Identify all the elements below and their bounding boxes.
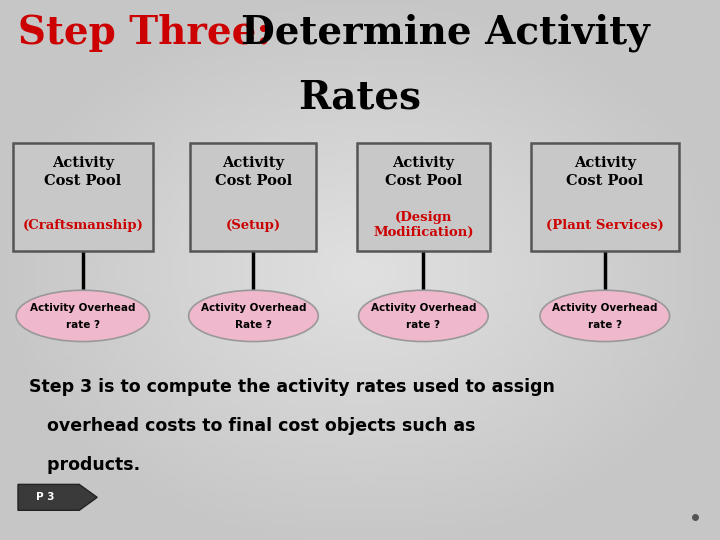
Text: Rate ?: Rate ?: [235, 320, 272, 329]
Text: (Setup): (Setup): [226, 219, 281, 232]
Text: P 3: P 3: [36, 492, 55, 502]
Text: Activity Overhead: Activity Overhead: [371, 303, 476, 313]
Text: (Design
Modification): (Design Modification): [373, 211, 474, 239]
Polygon shape: [18, 484, 97, 510]
Text: Activity
Cost Pool: Activity Cost Pool: [44, 157, 122, 188]
FancyBboxPatch shape: [356, 143, 490, 251]
FancyBboxPatch shape: [531, 143, 678, 251]
Text: Step Three:: Step Three:: [18, 14, 271, 51]
FancyBboxPatch shape: [190, 143, 316, 251]
Text: Activity
Cost Pool: Activity Cost Pool: [384, 157, 462, 188]
Ellipse shape: [17, 291, 150, 342]
Text: Activity Overhead: Activity Overhead: [552, 303, 657, 313]
Ellipse shape: [540, 291, 670, 342]
Text: Activity
Cost Pool: Activity Cost Pool: [566, 157, 644, 188]
Text: rate ?: rate ?: [406, 320, 441, 329]
Text: Activity
Cost Pool: Activity Cost Pool: [215, 157, 292, 188]
Text: rate ?: rate ?: [66, 320, 100, 329]
Text: (Plant Services): (Plant Services): [546, 219, 664, 232]
Text: Activity Overhead: Activity Overhead: [201, 303, 306, 313]
Ellipse shape: [189, 291, 318, 342]
Text: (Craftsmanship): (Craftsmanship): [22, 219, 143, 232]
Text: products.: products.: [29, 456, 140, 474]
Ellipse shape: [359, 291, 488, 342]
FancyBboxPatch shape: [13, 143, 153, 251]
Text: rate ?: rate ?: [588, 320, 622, 329]
Text: overhead costs to final cost objects such as: overhead costs to final cost objects suc…: [29, 417, 475, 435]
Text: Activity Overhead: Activity Overhead: [30, 303, 135, 313]
Text: Step 3 is to compute the activity rates used to assign: Step 3 is to compute the activity rates …: [29, 378, 554, 396]
Text: Rates: Rates: [299, 78, 421, 116]
Text: Determine Activity: Determine Activity: [241, 14, 650, 52]
